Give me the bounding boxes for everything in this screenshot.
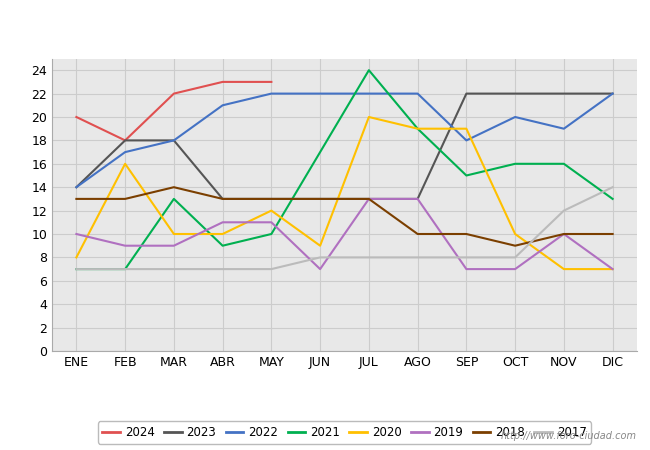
Text: Afiliados en Fuertescusa a 31/5/2024: Afiliados en Fuertescusa a 31/5/2024: [158, 18, 492, 36]
Legend: 2024, 2023, 2022, 2021, 2020, 2019, 2018, 2017: 2024, 2023, 2022, 2021, 2020, 2019, 2018…: [98, 421, 592, 444]
Text: http://www.foro-ciudad.com: http://www.foro-ciudad.com: [501, 431, 637, 441]
